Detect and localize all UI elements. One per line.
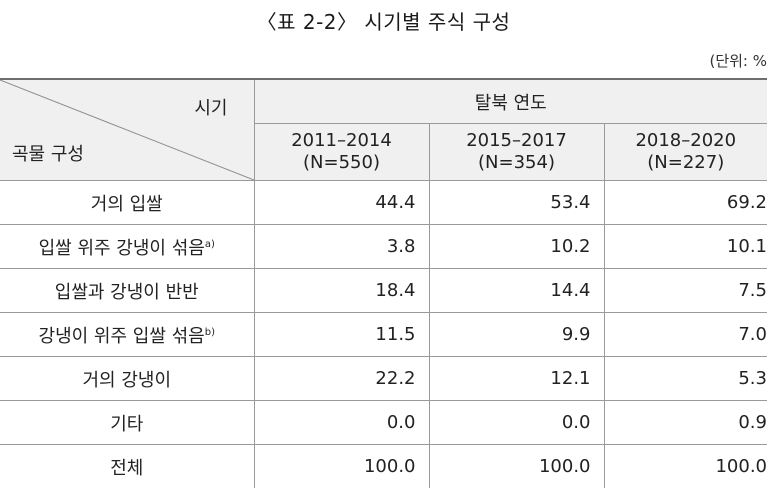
value-cell: 22.2 [254, 356, 429, 401]
data-table: 시기 곡물 구성 탈북 연도 2011–2014 (N=550) 2015–20… [0, 78, 767, 488]
period-header: 2018–2020 (N=227) [603, 123, 767, 181]
period-years: 2015–2017 [466, 130, 567, 151]
value-cell: 100.0 [254, 444, 429, 488]
table-title: 〈표 2-2〉 시기별 주식 구성 [256, 10, 511, 34]
value-cell: 53.4 [428, 180, 604, 225]
value-cell: 44.4 [254, 180, 429, 225]
value-cell: 0.0 [428, 400, 604, 445]
value-cell: 7.0 [603, 312, 767, 357]
value-cell: 0.0 [254, 400, 429, 445]
value-cell: 18.4 [254, 268, 429, 313]
value-cell: 9.9 [428, 312, 604, 357]
table-row: 입쌀 위주 강냉이 섞음a) 3.8 10.2 10.1 [0, 224, 767, 269]
diagonal-divider [1, 80, 253, 180]
value-cell: 0.9 [603, 400, 767, 445]
table-row: 거의 강냉이 22.2 12.1 5.3 [0, 356, 767, 401]
corner-header-cell: 시기 곡물 구성 [0, 78, 255, 181]
row-label: 입쌀 위주 강냉이 섞음a) [0, 224, 255, 269]
corner-period-label: 시기 [194, 98, 228, 119]
value-cell: 69.2 [603, 180, 767, 225]
row-label: 강냉이 위주 입쌀 섞음b) [0, 312, 255, 357]
defection-year-header: 탈북 연도 [254, 78, 767, 124]
row-label: 거의 입쌀 [0, 180, 255, 225]
value-cell: 100.0 [428, 444, 604, 488]
period-years: 2011–2014 [291, 130, 392, 151]
period-n: (N=354) [478, 152, 555, 173]
row-label: 입쌀과 강냉이 반반 [0, 268, 255, 313]
value-cell: 11.5 [254, 312, 429, 357]
table-row: 입쌀과 강냉이 반반 18.4 14.4 7.5 [0, 268, 767, 313]
table-row: 거의 입쌀 44.4 53.4 69.2 [0, 180, 767, 225]
header-row-group: 시기 곡물 구성 탈북 연도 [0, 78, 767, 181]
period-years: 2018–2020 [635, 130, 737, 151]
row-label: 전체 [0, 444, 255, 488]
row-label: 거의 강냉이 [0, 356, 255, 401]
table-row: 강냉이 위주 입쌀 섞음b) 11.5 9.9 7.0 [0, 312, 767, 357]
value-cell: 12.1 [428, 356, 604, 401]
value-cell: 7.5 [603, 268, 767, 313]
value-cell: 5.3 [603, 356, 767, 401]
value-cell: 10.1 [603, 224, 767, 269]
footnote-marker: b) [204, 326, 215, 338]
value-cell: 100.0 [603, 444, 767, 488]
row-label: 기타 [0, 400, 255, 445]
period-header: 2015–2017 (N=354) [428, 123, 604, 181]
total-row: 전체 100.0 100.0 100.0 [0, 444, 767, 488]
value-cell: 14.4 [428, 268, 604, 313]
corner-grain-label: 곡물 구성 [12, 144, 84, 165]
value-cell: 3.8 [254, 224, 429, 269]
value-cell: 10.2 [428, 224, 604, 269]
header-row-periods: 2011–2014 (N=550) 2015–2017 (N=354) 2018… [0, 123, 767, 181]
unit-note: (단위: % [709, 52, 767, 70]
footnote-marker: a) [204, 238, 215, 250]
period-n: (N=550) [303, 152, 380, 173]
table-row: 기타 0.0 0.0 0.9 [0, 400, 767, 445]
period-n: (N=227) [647, 152, 725, 173]
period-header: 2011–2014 (N=550) [254, 123, 429, 181]
